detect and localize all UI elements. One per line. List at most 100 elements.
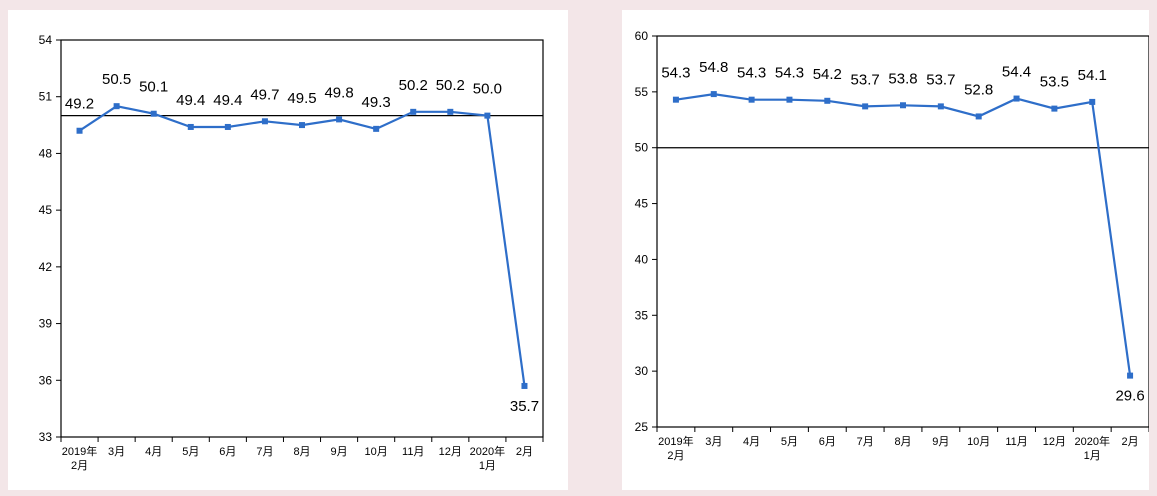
- y-tick-label: 33: [39, 430, 53, 444]
- y-tick-label: 30: [635, 364, 649, 378]
- data-label: 54.1: [1078, 67, 1107, 84]
- data-label: 54.3: [661, 65, 690, 82]
- y-tick-label: 42: [39, 260, 53, 274]
- x-category-label: 1月: [1084, 450, 1101, 462]
- y-tick-label: 50: [635, 141, 649, 155]
- data-label: 53.7: [926, 71, 955, 88]
- data-label: 54.4: [1002, 64, 1031, 81]
- data-label: 53.7: [851, 71, 880, 88]
- data-label: 50.2: [399, 77, 428, 94]
- data-point-marker: [975, 113, 982, 120]
- data-point-marker: [224, 123, 231, 130]
- data-label: 49.4: [213, 92, 242, 109]
- y-tick-label: 51: [39, 90, 53, 104]
- x-category-label: 12月: [1043, 436, 1066, 448]
- data-label: 49.3: [362, 94, 391, 111]
- x-category-label: 2020年: [1074, 434, 1109, 448]
- x-category-label: 10月: [967, 436, 990, 448]
- y-tick-label: 48: [39, 146, 53, 160]
- x-category-label: 11月: [402, 446, 424, 458]
- data-point-marker: [336, 116, 343, 123]
- plot-area: [60, 39, 544, 438]
- data-point-marker: [150, 110, 157, 117]
- y-tick-label: 54: [39, 33, 53, 47]
- x-category-label: 9月: [932, 436, 949, 448]
- data-label: 53.8: [888, 70, 917, 87]
- x-category-label: 8月: [293, 446, 310, 458]
- x-category-label: 2月: [71, 460, 88, 472]
- x-category-label: 2月: [516, 446, 533, 458]
- data-point-marker: [786, 96, 793, 103]
- y-tick-label: 40: [635, 252, 649, 266]
- data-label: 35.7: [510, 398, 539, 415]
- data-label: 52.8: [964, 81, 993, 98]
- data-label: 50.5: [102, 71, 131, 88]
- data-point-marker: [299, 122, 305, 129]
- x-category-label: 4月: [743, 436, 760, 448]
- data-point-marker: [937, 103, 944, 110]
- data-point-marker: [710, 91, 717, 98]
- x-category-label: 6月: [819, 436, 836, 448]
- data-point-marker: [672, 96, 679, 103]
- chart-panel-left: 33 36 39 42 45 48 51 54 2019年 2月 3月 4月 5月 6月 7月 8月 9月 10月…: [8, 10, 568, 490]
- data-label: 49.2: [65, 96, 94, 113]
- data-point-marker: [261, 118, 268, 125]
- x-category-label: 6月: [219, 446, 236, 458]
- x-category-label: 4月: [145, 446, 162, 458]
- x-category-label: 5月: [781, 436, 798, 448]
- data-point-marker: [76, 127, 83, 134]
- data-point-marker: [900, 102, 906, 109]
- data-point-marker: [1013, 95, 1020, 102]
- x-category-label: 3月: [705, 436, 722, 448]
- line-chart-non-manufacturing: 25 30 35 40 45 50 55 60 2019年 2月 3月 4月 5月 6月 7月 8月 9月 10月…: [635, 29, 1149, 462]
- x-category-label: 11月: [1005, 436, 1027, 448]
- y-tick-label: 45: [635, 197, 649, 211]
- data-point-marker: [1051, 105, 1058, 112]
- data-point-marker: [1089, 98, 1096, 105]
- y-tick-label: 35: [635, 308, 649, 322]
- y-tick-label: 36: [39, 373, 53, 387]
- y-tick-label: 39: [39, 317, 53, 331]
- x-category-label: 12月: [439, 446, 462, 458]
- line-chart-manufacturing: 33 36 39 42 45 48 51 54 2019年 2月 3月 4月 5月 6月 7月 8月 9月 10月…: [39, 33, 544, 472]
- data-label: 54.2: [813, 66, 842, 83]
- plot-area: [656, 35, 1149, 428]
- data-label: 54.3: [737, 65, 766, 82]
- series-line: [675, 92, 1132, 376]
- chart-panel-right: 25 30 35 40 45 50 55 60 2019年 2月 3月 4月 5月 6月 7月 8月 9月 10月…: [622, 10, 1149, 490]
- x-category-label: 1月: [479, 460, 496, 472]
- y-tick-label: 55: [635, 85, 649, 99]
- series-line: [78, 105, 526, 387]
- data-label: 49.4: [176, 92, 205, 109]
- data-label: 49.8: [324, 84, 353, 101]
- data-point-marker: [862, 103, 869, 110]
- data-label: 50.1: [139, 79, 168, 96]
- x-category-label: 7月: [256, 446, 273, 458]
- y-tick-label: 60: [635, 29, 649, 43]
- x-category-label: 9月: [331, 446, 348, 458]
- data-label: 50.0: [473, 81, 502, 98]
- data-point-marker: [484, 112, 491, 119]
- data-point-marker: [748, 96, 755, 103]
- x-category-label: 2月: [667, 450, 684, 462]
- data-label: 29.6: [1115, 388, 1144, 405]
- x-category-label: 8月: [894, 436, 911, 448]
- x-category-label: 2019年: [658, 434, 693, 448]
- data-label: 49.7: [250, 86, 279, 103]
- x-category-label: 3月: [108, 446, 125, 458]
- data-point-marker: [410, 108, 417, 115]
- data-point-marker: [521, 382, 528, 389]
- x-category-label: 10月: [365, 446, 388, 458]
- x-category-label: 5月: [182, 446, 199, 458]
- data-point-marker: [373, 125, 380, 132]
- data-point-marker: [824, 97, 831, 104]
- data-point-marker: [447, 108, 454, 115]
- x-category-label: 7月: [857, 436, 874, 448]
- data-point-marker: [1127, 372, 1134, 379]
- data-label: 54.8: [699, 59, 728, 76]
- x-category-label: 2月: [1122, 436, 1139, 448]
- y-tick-label: 45: [39, 203, 53, 217]
- data-point-marker: [187, 123, 194, 130]
- x-category-label: 2020年: [470, 444, 505, 458]
- data-label: 54.3: [775, 65, 804, 82]
